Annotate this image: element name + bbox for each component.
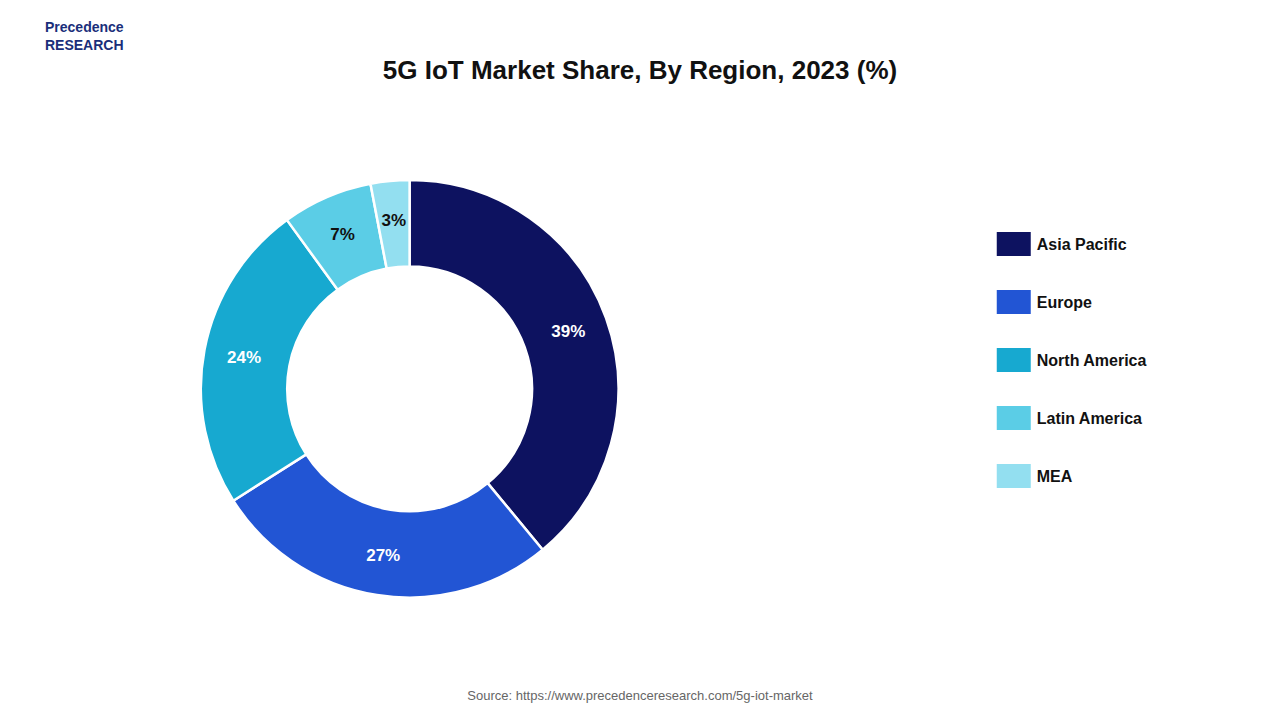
svg-text:Latin America: Latin America: [1037, 410, 1142, 427]
svg-text:North America: North America: [1037, 352, 1147, 369]
svg-text:7%: 7%: [330, 225, 355, 244]
svg-text:RESEARCH: RESEARCH: [45, 37, 124, 53]
svg-text:Precedence: Precedence: [45, 19, 124, 35]
svg-text:MEA: MEA: [1037, 468, 1073, 485]
svg-text:24%: 24%: [227, 348, 261, 367]
svg-text:5G IoT Market Share, By Region: 5G IoT Market Share, By Region, 2023 (%): [383, 55, 897, 85]
svg-text:Europe: Europe: [1037, 294, 1092, 311]
svg-text:39%: 39%: [551, 322, 585, 341]
svg-text:27%: 27%: [366, 546, 400, 565]
svg-text:Asia Pacific: Asia Pacific: [1037, 236, 1127, 253]
svg-text:3%: 3%: [381, 211, 406, 230]
svg-text:Source: https://www.precedence: Source: https://www.precedenceresearch.c…: [467, 688, 813, 703]
